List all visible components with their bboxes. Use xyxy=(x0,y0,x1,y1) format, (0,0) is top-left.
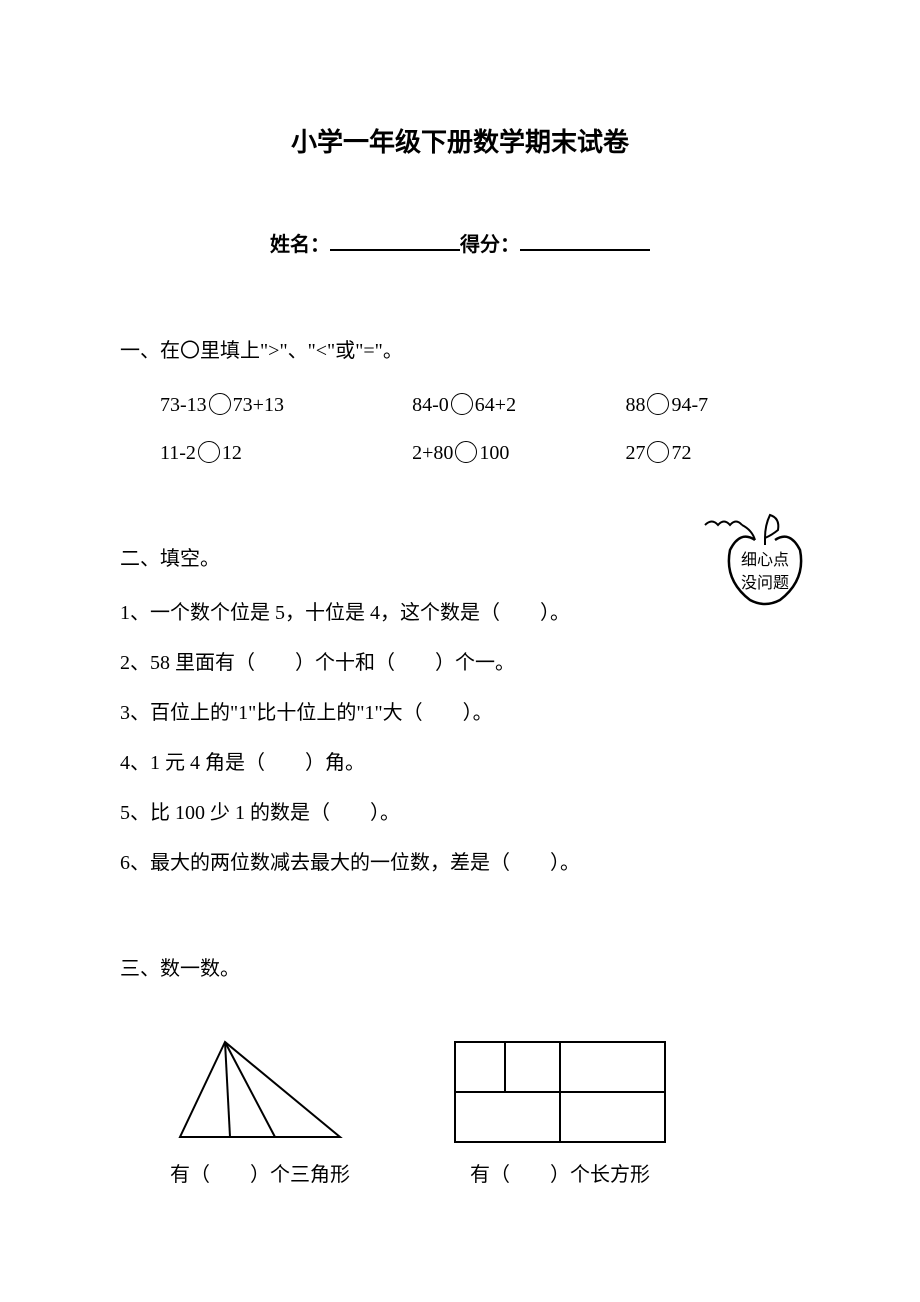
apple-doodle-icon: 细心点 没问题 xyxy=(700,500,820,632)
comp-item: 11-2 12 xyxy=(160,435,412,471)
comp-left: 73-13 xyxy=(160,394,207,416)
circle-blank xyxy=(451,393,473,415)
rectangle-caption: 有（ ）个长方形 xyxy=(470,1157,650,1193)
name-label: 姓名： xyxy=(270,234,330,256)
comp-right: 94-7 xyxy=(671,394,708,416)
comp-right: 72 xyxy=(671,442,691,464)
comparison-row: 11-2 12 2+80 100 27 72 xyxy=(160,435,800,471)
name-score-row: 姓名： 得分： xyxy=(120,227,800,263)
page-title: 小学一年级下册数学期末试卷 xyxy=(120,120,800,167)
comp-right: 12 xyxy=(222,442,242,464)
section3-heading: 三、数一数。 xyxy=(120,951,800,987)
section1-heading: 一、在〇里填上">"、"<"或"="。 xyxy=(120,333,800,369)
comp-left: 84-0 xyxy=(412,394,449,416)
circle-blank xyxy=(647,441,669,463)
section2-heading: 二、填空。 xyxy=(120,541,800,577)
name-blank xyxy=(330,231,460,251)
score-label: 得分： xyxy=(460,234,520,256)
comp-item: 27 72 xyxy=(625,435,800,471)
rectangle-block: 有（ ）个长方形 xyxy=(450,1037,670,1193)
triangle-diagram xyxy=(170,1037,350,1147)
score-blank xyxy=(520,231,650,251)
fill-q3: 3、百位上的"1"比十位上的"1"大（ ）。 xyxy=(120,695,800,731)
fill-q4: 4、1 元 4 角是（ ）角。 xyxy=(120,745,800,781)
comp-left: 2+80 xyxy=(412,442,453,464)
fill-q5: 5、比 100 少 1 的数是（ ）。 xyxy=(120,795,800,831)
comp-item: 84-0 64+2 xyxy=(412,387,625,423)
comp-left: 88 xyxy=(625,394,645,416)
comp-left: 11-2 xyxy=(160,442,196,464)
circle-blank xyxy=(209,393,231,415)
fill-q6: 6、最大的两位数减去最大的一位数，差是（ ）。 xyxy=(120,845,800,881)
shapes-row: 有（ ）个三角形 有（ ）个长方形 xyxy=(120,1037,800,1193)
doodle-text1: 细心点 xyxy=(741,551,789,569)
rectangle-diagram xyxy=(450,1037,670,1147)
circle-blank xyxy=(198,441,220,463)
comp-left: 27 xyxy=(625,442,645,464)
circle-blank xyxy=(647,393,669,415)
doodle-text2: 没问题 xyxy=(741,574,789,592)
circle-blank xyxy=(455,441,477,463)
fill-q2: 2、58 里面有（ ）个十和（ ）个一。 xyxy=(120,645,800,681)
comp-right: 100 xyxy=(479,442,509,464)
comp-item: 2+80 100 xyxy=(412,435,625,471)
comp-right: 64+2 xyxy=(475,394,516,416)
triangle-caption: 有（ ）个三角形 xyxy=(170,1157,350,1193)
comparison-grid: 73-13 73+13 84-0 64+2 88 94-7 11-2 12 2+80 10… xyxy=(120,387,800,471)
comp-right: 73+13 xyxy=(233,394,284,416)
comp-item: 88 94-7 xyxy=(625,387,800,423)
comp-item: 73-13 73+13 xyxy=(160,387,412,423)
triangle-block: 有（ ）个三角形 xyxy=(170,1037,350,1193)
comparison-row: 73-13 73+13 84-0 64+2 88 94-7 xyxy=(160,387,800,423)
fill-q1: 1、一个数个位是 5，十位是 4，这个数是（ ）。 xyxy=(120,595,800,631)
fill-questions: 1、一个数个位是 5，十位是 4，这个数是（ ）。 2、58 里面有（ ）个十和… xyxy=(120,595,800,881)
